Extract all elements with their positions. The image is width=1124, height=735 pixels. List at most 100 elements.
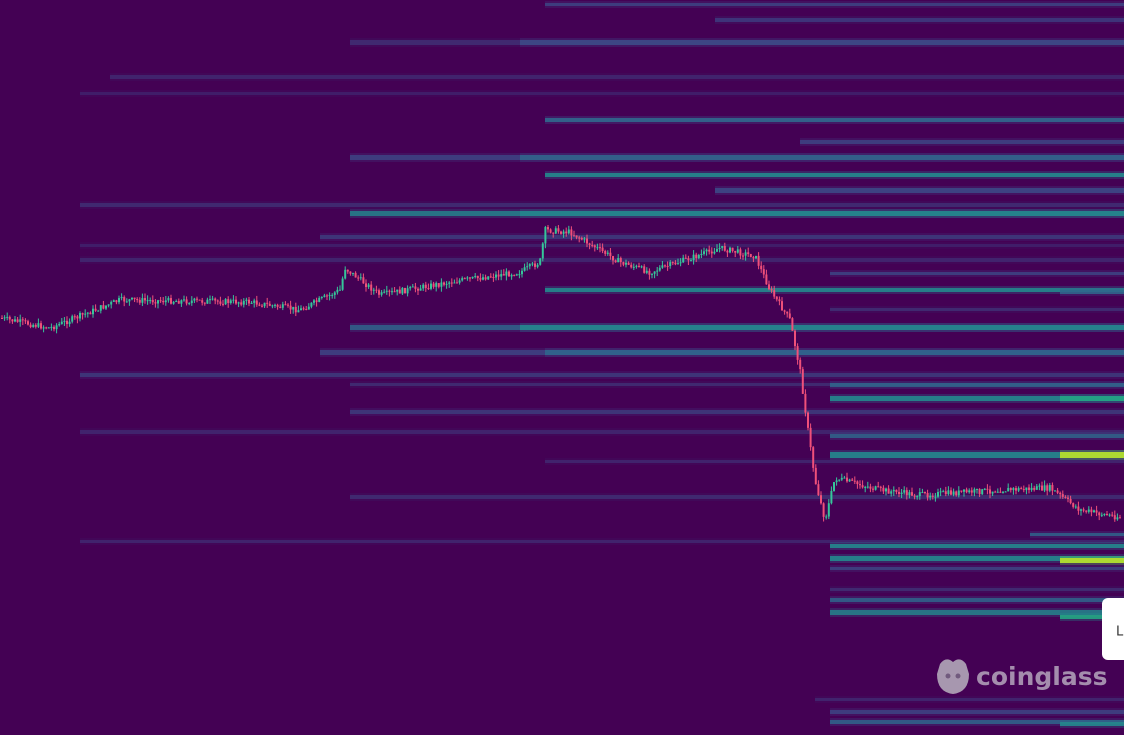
heat-band-glow <box>830 270 1124 277</box>
candle-body <box>198 299 201 301</box>
candles <box>1 225 1121 522</box>
heat-band-glow <box>520 153 1124 162</box>
candle-body <box>357 277 360 279</box>
candle-body <box>994 491 997 493</box>
candle-body <box>864 486 867 488</box>
heat-band <box>350 383 1124 386</box>
watermark: coinglass <box>937 659 1107 694</box>
candle-body <box>242 300 245 305</box>
candle-body <box>996 491 999 493</box>
candle-body <box>908 492 911 496</box>
candle-body <box>570 229 573 236</box>
candle-body <box>1054 490 1056 492</box>
candle-body <box>547 227 549 230</box>
candle-body <box>227 299 230 304</box>
candle-body <box>981 489 984 495</box>
candle-body <box>240 302 243 305</box>
candle-body <box>313 300 315 303</box>
candle-body <box>1077 506 1080 511</box>
candle-body <box>107 304 110 306</box>
heat-band <box>545 350 1124 355</box>
candle-body <box>950 490 952 495</box>
heat-band <box>545 3 1124 6</box>
candle-body <box>804 393 807 413</box>
candle-body <box>661 265 664 268</box>
candle-body <box>352 272 354 274</box>
candle-body <box>188 303 191 305</box>
candle-body <box>443 282 445 285</box>
candle-body <box>697 255 700 259</box>
candle-body <box>365 283 367 287</box>
candle-body <box>456 282 458 284</box>
heat-band <box>830 556 1124 561</box>
candle-body <box>448 282 451 284</box>
candle-body <box>16 319 19 322</box>
candle-body <box>248 299 250 304</box>
logo-icon <box>937 659 969 694</box>
candle-body <box>339 289 341 291</box>
heat-band <box>110 75 1124 79</box>
candle-body <box>263 302 266 307</box>
candle-body <box>292 306 295 310</box>
candle-body <box>149 299 152 301</box>
candle-body <box>752 257 755 259</box>
candle-body <box>253 300 256 303</box>
heat-band <box>1060 396 1124 401</box>
candle-body <box>1111 514 1114 516</box>
candle-body <box>424 284 427 289</box>
candle-body <box>110 301 113 305</box>
candle-body <box>757 255 760 266</box>
candle-body <box>963 489 965 492</box>
heat-band <box>830 567 1124 570</box>
heat-band <box>545 460 1124 463</box>
candle-body <box>726 250 729 253</box>
candle-body <box>1017 488 1020 491</box>
candle-body <box>209 299 211 301</box>
candle-body <box>1074 506 1077 508</box>
candle-body <box>773 290 776 297</box>
candle-body <box>151 299 154 303</box>
candle-body <box>799 359 802 370</box>
heat-band-glow <box>1030 531 1124 538</box>
heat-band-glow <box>545 458 1124 465</box>
candle-body <box>531 263 534 265</box>
candle-body <box>734 250 737 253</box>
heat-band <box>830 383 1124 387</box>
candle-body <box>63 320 66 322</box>
candle-body <box>11 319 14 322</box>
candle-body <box>539 258 542 265</box>
candle-body <box>398 289 401 294</box>
candle-body <box>482 277 484 280</box>
tooltip[interactable]: L <box>1102 598 1124 660</box>
candle-body <box>775 296 778 300</box>
candle-body <box>97 310 100 312</box>
candle-body <box>653 271 656 274</box>
candle-body <box>625 262 627 265</box>
candle-body <box>175 301 178 303</box>
candle-body <box>141 298 144 303</box>
candle-body <box>796 346 799 360</box>
candle-body <box>843 477 846 479</box>
candle-body <box>274 304 276 306</box>
candle-body <box>736 249 739 253</box>
candle-body <box>484 277 487 280</box>
candle-body <box>495 274 497 278</box>
candle-body <box>445 283 448 285</box>
candle-body <box>1041 485 1043 491</box>
candle-body <box>931 495 934 497</box>
candle-body <box>185 299 188 304</box>
candle-body <box>682 257 685 263</box>
candle-body <box>970 490 973 493</box>
candle-body <box>976 488 978 490</box>
candle-body <box>552 232 555 234</box>
candle-body <box>851 479 854 481</box>
heat-band-glow <box>800 138 1124 146</box>
candle-body <box>310 302 313 307</box>
candle-body <box>1061 494 1064 497</box>
candle-body <box>79 313 81 319</box>
candle-body <box>1043 485 1046 491</box>
candle-body <box>859 484 861 486</box>
candle-body <box>835 480 838 483</box>
candle-body <box>1025 487 1028 491</box>
tooltip-box <box>1102 598 1124 660</box>
